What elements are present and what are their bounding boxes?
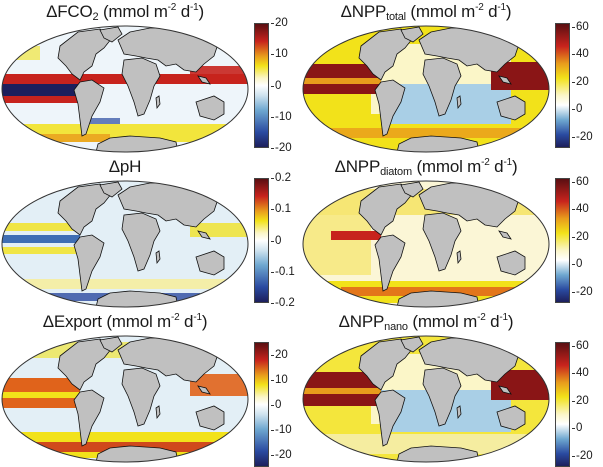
panel-title: ΔNPPtotal (mmol m-2 d-1) xyxy=(340,2,512,23)
colorbar-ticks: 20 10 0 -10 -20 xyxy=(270,348,292,461)
colorbar-export xyxy=(254,342,269,467)
colorbar-npp-nano xyxy=(555,342,570,467)
map-export xyxy=(1,335,249,463)
panel-title: ΔFCO2 (mmol m-2 d-1) xyxy=(46,2,204,23)
colorbar-ticks: 60 40 20 0 -20 xyxy=(571,175,593,298)
colorbar-ticks: 20 10 0 -10 -20 xyxy=(270,17,292,154)
map-ph xyxy=(1,180,249,308)
panel-title: ΔpH xyxy=(108,157,142,176)
panel-npp-nano: ΔNPPnano (mmol m-2 d-1) 60 40 20 0 -20 xyxy=(301,310,602,467)
colorbar-ticks: 60 40 20 0 -20 xyxy=(571,20,593,143)
panel-npp-diatom: ΔNPPdiatom (mmol m-2 d-1) 60 40 20 0 -20 xyxy=(301,155,602,310)
panel-fco2: ΔFCO2 (mmol m-2 d-1) 20 10 0 -10 -20 xyxy=(0,0,301,155)
panel-ph: ΔpH 0.2 0.1 0 -0.1 -0.2 xyxy=(0,155,301,310)
colorbar-npp-diatom xyxy=(555,178,570,303)
colorbar-npp-total xyxy=(555,23,570,148)
panel-export: ΔExport (mmol m-2 d-1) 20 10 0 -10 -20 xyxy=(0,310,301,467)
colorbar-ticks: 0.2 0.1 0 -0.1 -0.2 xyxy=(270,172,295,309)
panel-npp-total: ΔNPPtotal (mmol m-2 d-1) 60 40 20 0 -20 xyxy=(301,0,602,155)
map-fco2 xyxy=(1,25,249,153)
colorbar-fco2 xyxy=(254,23,269,148)
panel-title: ΔNPPdiatom (mmol m-2 d-1) xyxy=(334,157,518,178)
panel-title: ΔNPPnano (mmol m-2 d-1) xyxy=(338,312,514,333)
map-npp-diatom xyxy=(302,180,550,308)
map-npp-total xyxy=(302,25,550,153)
colorbar-ticks: 60 40 20 0 -20 xyxy=(571,339,593,462)
panel-title: ΔExport (mmol m-2 d-1) xyxy=(42,312,208,331)
map-npp-nano xyxy=(302,335,550,463)
colorbar-ph xyxy=(254,178,269,303)
